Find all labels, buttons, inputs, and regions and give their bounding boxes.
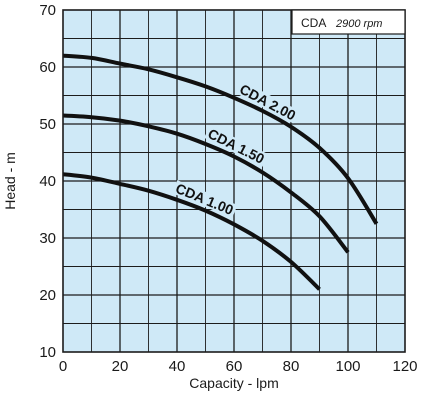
y-tick-labels: 10 20 30 40 50 60 70	[39, 2, 56, 361]
y-tick-label: 50	[39, 116, 56, 133]
y-tick-label: 20	[39, 287, 56, 304]
badge-box	[291, 9, 406, 35]
curve-line	[62, 172, 321, 291]
x-tick-label: 0	[59, 358, 67, 375]
y-tick-label: 40	[39, 173, 56, 190]
curve-label-background	[171, 180, 238, 218]
curve-line	[62, 113, 350, 254]
badge-speed-label: 2900 rpm	[335, 18, 382, 30]
x-tick-label: 100	[335, 358, 360, 375]
curve-label-background	[235, 80, 300, 124]
x-tick-label: 60	[226, 358, 243, 375]
y-tick-label: 70	[39, 2, 56, 19]
x-tick-label: 20	[112, 358, 129, 375]
y-tick-label: 60	[39, 59, 56, 76]
x-tick-label: 120	[392, 358, 417, 375]
y-tick-label: 30	[39, 230, 56, 247]
x-tick-labels: 0 20 40 60 80 100 120	[59, 358, 418, 375]
curve-line	[62, 53, 379, 225]
x-tick-label: 40	[169, 358, 186, 375]
y-axis-title: Head - m	[2, 152, 18, 210]
x-tick-label: 80	[283, 358, 300, 375]
curve-label-background	[204, 125, 269, 167]
x-axis-title: Capacity - lpm	[189, 375, 278, 391]
plot-border	[62, 9, 406, 353]
badge-model-label: CDA	[301, 16, 326, 30]
model-speed-badge: CDA 2900 rpm	[291, 9, 406, 35]
y-tick-label: 10	[39, 344, 56, 361]
